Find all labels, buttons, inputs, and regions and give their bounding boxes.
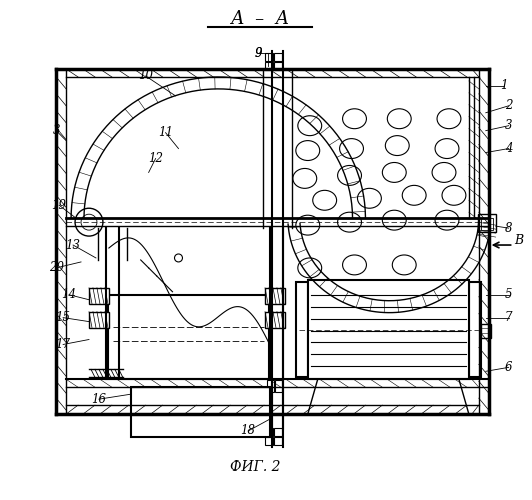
Bar — [265, 53, 273, 61]
Text: 15: 15 — [56, 311, 71, 324]
Bar — [469, 282, 481, 378]
Text: А  –  А: А – А — [230, 10, 289, 29]
Text: 10: 10 — [138, 70, 153, 82]
Bar — [265, 62, 273, 70]
Bar — [89, 312, 109, 328]
Text: В: В — [514, 234, 523, 246]
Text: 3: 3 — [505, 119, 512, 132]
Bar — [267, 380, 274, 392]
Bar — [481, 324, 491, 338]
Bar — [481, 218, 493, 230]
Text: 14: 14 — [62, 288, 77, 301]
Circle shape — [75, 208, 103, 236]
Text: 1: 1 — [500, 80, 508, 92]
Bar — [274, 437, 282, 445]
Text: 5: 5 — [505, 288, 512, 301]
Text: 6: 6 — [505, 361, 512, 374]
Text: 9: 9 — [254, 46, 262, 60]
Bar — [265, 312, 285, 328]
Text: 4: 4 — [505, 142, 512, 155]
Bar — [275, 380, 282, 392]
Bar — [308, 280, 469, 380]
Bar — [265, 428, 273, 436]
Bar — [296, 282, 308, 378]
Bar — [265, 288, 285, 304]
Bar — [478, 214, 496, 232]
Bar — [108, 294, 269, 380]
Text: 9: 9 — [254, 46, 262, 60]
Text: 8: 8 — [505, 222, 512, 234]
Text: 18: 18 — [240, 424, 255, 438]
Text: 13: 13 — [65, 238, 80, 252]
Bar — [265, 437, 273, 445]
Bar — [274, 53, 282, 61]
Text: 7: 7 — [505, 311, 512, 324]
Text: ФИГ. 2: ФИГ. 2 — [230, 460, 280, 474]
Bar — [89, 288, 109, 304]
Text: 2: 2 — [505, 100, 512, 112]
Bar — [131, 387, 270, 437]
Text: 16: 16 — [92, 392, 106, 406]
Text: 3: 3 — [53, 124, 60, 137]
Text: 20: 20 — [48, 262, 64, 274]
Bar — [274, 62, 282, 70]
Text: 19: 19 — [52, 198, 66, 212]
Text: 17: 17 — [56, 338, 71, 351]
Text: 11: 11 — [158, 126, 173, 139]
Bar — [274, 428, 282, 436]
Text: 12: 12 — [148, 152, 163, 165]
